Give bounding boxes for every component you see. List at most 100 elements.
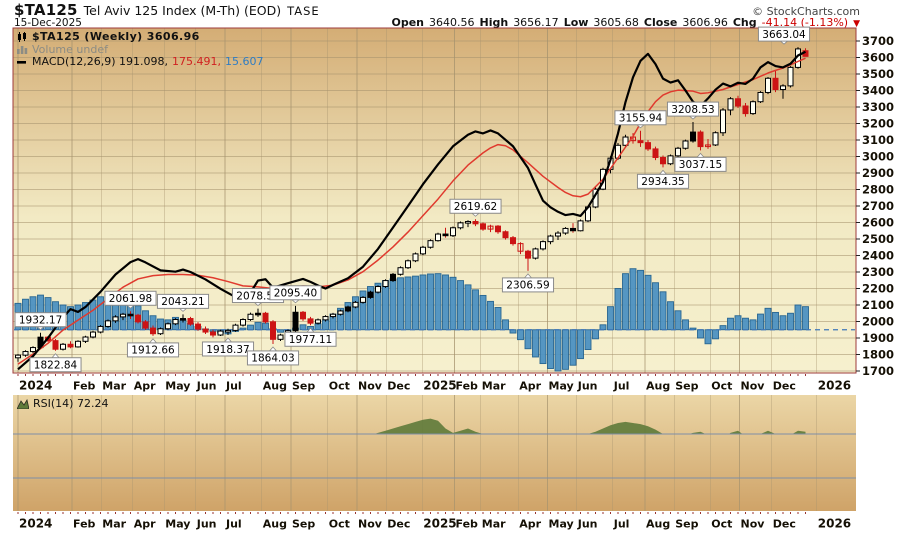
candle-body [67, 343, 74, 348]
candle-body [97, 325, 104, 333]
rsi-legend: RSI(14) 72.24 [17, 397, 108, 410]
candle-body [375, 286, 381, 293]
candle-body [787, 66, 794, 87]
annotation-text: 2061.98 [109, 293, 152, 305]
month-label: Jul [225, 518, 242, 531]
annotation-text: 3663.04 [762, 29, 806, 41]
candle-body [15, 354, 21, 359]
y-tick-label: 2800 [862, 183, 894, 197]
month-label: 2024 [19, 379, 52, 393]
month-label: Feb [456, 380, 479, 393]
candle-body [270, 321, 276, 340]
macd-histogram-bar [464, 284, 472, 331]
candle-body [217, 330, 224, 336]
y-tick-label: 2500 [862, 232, 894, 246]
month-label: Dec [773, 380, 796, 393]
candle-body [382, 280, 389, 288]
month-label: 2024 [19, 517, 52, 531]
macd-histogram-bar [584, 329, 592, 350]
volume-bars-icon [17, 46, 28, 55]
main-panel [12, 27, 857, 374]
annotation-text: 2043.21 [161, 296, 204, 308]
candle-body [330, 313, 336, 318]
macd-histogram-bar [427, 273, 434, 331]
macd-line [17, 50, 806, 371]
price-grid [13, 28, 856, 373]
month-label: Apr [519, 380, 541, 393]
candle-body [450, 227, 456, 237]
candle-body [75, 340, 81, 348]
candle-body [622, 136, 629, 146]
candle-body [255, 312, 261, 316]
legend-macd-hist: 15.607 [225, 55, 264, 68]
month-label: Sep [292, 518, 315, 531]
candle-body [637, 140, 644, 144]
macd-histogram-bar [607, 306, 614, 331]
annotation-text: 2934.35 [641, 176, 684, 188]
macd-histogram-bar [667, 301, 674, 331]
month-axis-mid: 2024 Feb Mar Apr May Jun Jul Aug Sep Oct Nov Dec 202… [19, 379, 851, 393]
candle-body [367, 291, 374, 298]
candle-body [127, 313, 134, 317]
candle-body [735, 98, 741, 107]
annotation-box [614, 110, 667, 126]
month-label: 2026 [818, 517, 851, 531]
y-tick-label: 3500 [862, 67, 894, 81]
macd-histogram-bar [704, 329, 712, 345]
candle-body [232, 324, 239, 331]
candle-body [690, 131, 696, 142]
macd-histogram-bar [742, 317, 749, 331]
candle-body [52, 340, 59, 350]
candle-body [757, 91, 764, 103]
candle-body [187, 318, 194, 325]
macd-histogram-bar [254, 321, 262, 331]
month-label: Aug [646, 518, 670, 531]
month-label: Nov [358, 380, 383, 393]
month-label: Feb [456, 518, 479, 531]
close-label: Close [643, 16, 678, 29]
macd-histogram-bar [749, 319, 757, 331]
y-tick-label: 2600 [862, 216, 894, 230]
macd-histogram-bar [554, 329, 562, 372]
macd-histogram-bar [367, 286, 374, 331]
macd-histogram-bar [89, 299, 97, 331]
macd-histogram-bar [97, 296, 104, 331]
macd-histogram-bar [359, 290, 367, 331]
macd-histogram-bar [314, 323, 322, 331]
low-value: 3605.68 [593, 16, 639, 29]
candle-body [667, 155, 674, 165]
candle-body [90, 331, 96, 338]
macd-histogram-bar [772, 311, 779, 331]
rsi-grid [17, 395, 818, 511]
month-label: 2025 [423, 517, 456, 531]
candle-body [742, 105, 749, 115]
macd-histogram-bar [472, 289, 479, 331]
y-tick-label: 2900 [862, 166, 894, 180]
macd-histogram-bar [569, 329, 577, 366]
macd-histogram-bar [382, 280, 389, 331]
candle-body [105, 320, 111, 327]
candle-body [82, 336, 89, 342]
annotation-text: 1912.66 [131, 345, 175, 357]
candle-body [435, 233, 441, 242]
candle-body [525, 250, 531, 259]
macd-histogram-bar [577, 329, 584, 360]
macd-histogram-bar [629, 268, 637, 331]
y-tick-label: 3100 [862, 133, 894, 147]
stockcharts-credit: © StockCharts.com [752, 5, 860, 18]
chg-label: Chg [732, 16, 757, 29]
open-value: 3640.56 [429, 16, 475, 29]
macd-histogram-bar [277, 329, 284, 333]
macd-histogram-bar [457, 280, 464, 331]
month-label: Aug [646, 380, 670, 393]
candle-body [225, 329, 231, 333]
candle-body [240, 319, 246, 326]
candle-body [555, 232, 561, 237]
candle-body [510, 237, 516, 245]
annotation-text: 1864.03 [251, 353, 294, 365]
candle-body [562, 227, 569, 234]
macd-histogram-bar [404, 276, 412, 331]
annotation-text: 2306.59 [506, 280, 549, 292]
macd-histogram-bar [622, 273, 629, 331]
